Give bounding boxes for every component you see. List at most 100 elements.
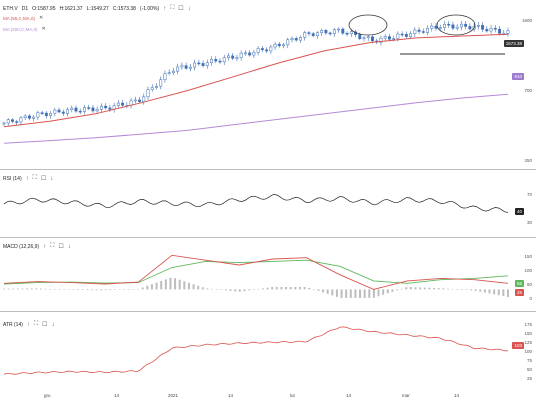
candle-body bbox=[239, 52, 243, 58]
candle-body bbox=[303, 32, 307, 38]
candle-body bbox=[421, 31, 425, 33]
candle-body bbox=[95, 109, 99, 112]
candle-body bbox=[277, 43, 281, 47]
candle-body bbox=[150, 87, 154, 90]
macd-histogram-bar bbox=[141, 287, 144, 290]
macd-histogram-bar bbox=[423, 287, 426, 290]
macd-histogram-bar bbox=[178, 279, 181, 290]
x-tick-label: 14 bbox=[114, 393, 120, 398]
window-icon[interactable]: ☐ bbox=[40, 176, 47, 182]
expand-icon[interactable]: ⛶ bbox=[170, 5, 175, 11]
price-pane[interactable]: ETH.V D1 O:1587.95 H:1621.37 L:1549.27 C… bbox=[0, 0, 536, 168]
macd-header: MACD (12,26,9) ↑ ⛶ ☐ ↓ bbox=[3, 243, 71, 250]
close-icon[interactable]: ✕ bbox=[41, 26, 46, 32]
candle-body bbox=[15, 121, 19, 123]
close-icon[interactable]: ✕ bbox=[39, 15, 44, 21]
expand-icon[interactable]: ⛶ bbox=[33, 321, 39, 327]
candle-body bbox=[324, 30, 328, 34]
macd-histogram-bar bbox=[280, 286, 283, 290]
macd-histogram-bar bbox=[72, 289, 75, 290]
macd-histogram-bar bbox=[146, 285, 149, 290]
macd-histogram-bar bbox=[303, 286, 306, 290]
candle-body bbox=[61, 111, 65, 114]
arrow-down-icon[interactable]: ↓ bbox=[187, 5, 191, 12]
candle-body bbox=[243, 52, 247, 55]
atr-plot[interactable] bbox=[0, 312, 536, 390]
window-icon[interactable]: ☐ bbox=[178, 6, 184, 12]
candle-body bbox=[205, 62, 209, 66]
atr-tick-50: 50 bbox=[526, 367, 532, 372]
arrow-up-icon[interactable]: ↑ bbox=[25, 175, 29, 182]
macd-tick-100: 100 bbox=[524, 268, 532, 273]
macd-histogram-bar bbox=[243, 289, 246, 292]
macd-histogram-bar bbox=[81, 289, 84, 291]
arrow-down-icon[interactable]: ↓ bbox=[67, 243, 71, 250]
candle-body bbox=[155, 85, 158, 88]
candle-body bbox=[447, 23, 451, 26]
rsi-plot[interactable] bbox=[0, 170, 536, 236]
expand-icon[interactable]: ⛶ bbox=[32, 175, 37, 181]
macd-histogram-bar bbox=[220, 289, 223, 290]
macd-histogram-bar bbox=[428, 287, 431, 290]
candle-body bbox=[27, 115, 31, 119]
macd-histogram-bar bbox=[396, 289, 399, 291]
price-plot[interactable] bbox=[0, 0, 536, 168]
macd-histogram-bar bbox=[67, 289, 70, 290]
macd-histogram-bar bbox=[405, 287, 408, 290]
arrow-up-icon[interactable]: ↑ bbox=[43, 243, 47, 250]
macd-histogram-bar bbox=[21, 288, 24, 290]
pane-divider[interactable] bbox=[0, 311, 536, 312]
macd-histogram-bar bbox=[470, 289, 473, 291]
x-tick-label: 14 bbox=[454, 393, 460, 398]
close-value: C:1573.38 bbox=[112, 5, 136, 12]
atr-label: ATR (14) bbox=[3, 321, 23, 328]
candle-body bbox=[49, 112, 53, 116]
rsi-line bbox=[3, 194, 509, 213]
candle-body bbox=[468, 26, 472, 30]
macd-histogram-bar bbox=[322, 289, 325, 293]
macd-histogram-bar bbox=[502, 289, 505, 297]
macd-histogram-bar bbox=[26, 288, 29, 290]
pane-divider[interactable] bbox=[0, 169, 536, 170]
ma2-label: MA (200,C,MA,0) bbox=[3, 26, 38, 32]
candle-body bbox=[366, 36, 370, 39]
window-icon[interactable]: ☐ bbox=[58, 244, 64, 250]
annotation-ellipse bbox=[348, 14, 388, 36]
arrow-down-icon[interactable]: ↓ bbox=[50, 175, 54, 182]
candle-body bbox=[299, 37, 302, 41]
macd-histogram-bar bbox=[308, 287, 311, 290]
ma200-line bbox=[3, 93, 509, 144]
candle-body bbox=[256, 48, 260, 53]
macd-histogram-bar bbox=[377, 289, 380, 297]
x-tick-label: mar bbox=[402, 393, 410, 398]
candle-body bbox=[235, 57, 239, 59]
macd-histogram-bar bbox=[437, 288, 440, 290]
window-icon[interactable]: ☐ bbox=[42, 322, 48, 328]
macd-histogram-bar bbox=[160, 280, 163, 290]
macd-plot[interactable] bbox=[0, 238, 536, 310]
pane-divider[interactable] bbox=[0, 237, 536, 238]
atr-pane[interactable]: ATR (14) ↑ ⛶ ☐ ↓ 175 150 125 100 75 50 2… bbox=[0, 312, 536, 390]
candle-body bbox=[163, 73, 167, 81]
arrow-up-icon[interactable]: ↑ bbox=[163, 5, 167, 12]
macd-histogram-bar bbox=[16, 288, 19, 290]
macd-histogram-bar bbox=[331, 289, 334, 296]
candle-body bbox=[476, 25, 480, 27]
annotation-ellipse bbox=[436, 14, 476, 36]
expand-icon[interactable]: ⛶ bbox=[50, 243, 55, 249]
candle-body bbox=[227, 55, 230, 59]
rsi-tick-30: 30 bbox=[526, 220, 532, 225]
candle-body bbox=[332, 29, 336, 34]
macd-histogram-bar bbox=[451, 289, 454, 290]
arrow-up-icon[interactable]: ↑ bbox=[26, 321, 30, 328]
macd-histogram-bar bbox=[49, 288, 52, 290]
macd-pane[interactable]: MACD (12,26,9) ↑ ⛶ ☐ ↓ 150 100 50 0 56 2… bbox=[0, 238, 536, 310]
x-tick-label: 14 bbox=[228, 393, 234, 398]
rsi-pane[interactable]: RSI (14) ↑ ⛶ ☐ ↓ 70 30 40 bbox=[0, 170, 536, 236]
arrow-down-icon[interactable]: ↓ bbox=[51, 321, 55, 328]
macd-histogram-bar bbox=[382, 289, 385, 295]
macd-histogram-bar bbox=[312, 289, 315, 290]
candle-body bbox=[99, 105, 103, 110]
candle-body bbox=[218, 60, 222, 63]
atr-tick-125: 125 bbox=[524, 340, 532, 345]
